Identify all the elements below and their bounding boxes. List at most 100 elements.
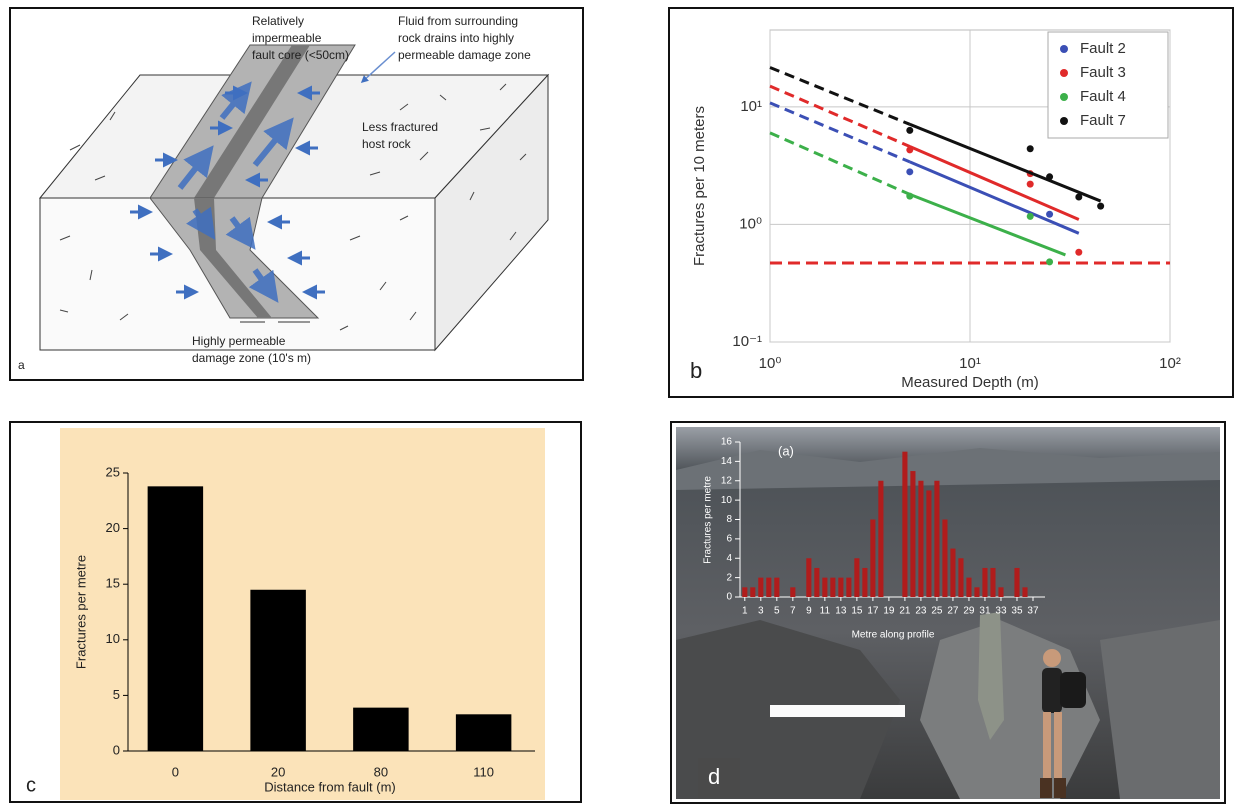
annotation: Less fractured: [362, 120, 438, 134]
x-tick-label: 5: [774, 606, 780, 617]
x-tick-label: 3: [758, 606, 764, 617]
y-tick-label: 12: [721, 475, 733, 486]
x-tick-label: 37: [1027, 606, 1039, 617]
y-tick-label: 20: [106, 520, 120, 535]
x-axis-label: Distance from fault (m): [264, 779, 395, 794]
y-tick-label: 10¹: [740, 98, 762, 115]
y-tick-label: 16: [721, 437, 733, 448]
annotation: host rock: [362, 137, 412, 151]
legend-swatch: [1060, 117, 1068, 125]
x-tick-label: 35: [1011, 606, 1023, 617]
bar: [148, 486, 203, 751]
panel-label: a: [18, 358, 25, 372]
bar: [950, 549, 955, 597]
data-point: [1075, 249, 1082, 256]
bar: [250, 590, 305, 751]
data-point: [1046, 173, 1053, 180]
x-tick-label: 10⁰: [759, 355, 782, 372]
data-point: [1097, 203, 1104, 210]
x-tick-label: 31: [979, 606, 991, 617]
bar: [958, 558, 963, 597]
annotation: Fluid from surrounding: [398, 14, 518, 28]
y-tick-label: 10⁰: [739, 215, 762, 232]
y-tick-label: 14: [721, 456, 733, 467]
legend-label: Fault 4: [1080, 88, 1126, 105]
y-tick-label: 4: [726, 553, 732, 564]
bar: [862, 568, 867, 597]
annotation: permeable damage zone: [398, 48, 531, 62]
bar: [822, 578, 827, 597]
annotation: damage zone (10's m): [192, 351, 311, 365]
legend-label: Fault 3: [1080, 64, 1126, 81]
x-tick-label: 33: [995, 606, 1007, 617]
bar: [854, 558, 859, 597]
snow-patch: [770, 705, 905, 717]
bar: [974, 587, 979, 597]
y-tick-label: 10: [106, 631, 120, 646]
bar: [806, 558, 811, 597]
bar: [878, 481, 883, 597]
y-tick-label: 0: [726, 592, 732, 603]
x-tick-label: 80: [374, 764, 388, 779]
x-tick-label: 25: [931, 606, 943, 617]
y-axis-label: Fractures per metre: [73, 555, 88, 669]
bar: [814, 568, 819, 597]
legend-swatch: [1060, 45, 1068, 53]
panel-label: c: [26, 774, 36, 796]
x-tick-label: 20: [271, 764, 285, 779]
data-point: [906, 168, 913, 175]
y-tick-label: 2: [726, 572, 732, 583]
bar: [750, 587, 755, 597]
y-tick-label: 5: [113, 687, 120, 702]
x-tick-label: 0: [172, 764, 179, 779]
rock: [1100, 620, 1220, 799]
legend-swatch: [1060, 69, 1068, 77]
y-tick-label: 10: [721, 495, 733, 506]
x-tick-label: 10¹: [959, 355, 981, 372]
x-tick-label: 17: [867, 606, 879, 617]
bar: [838, 578, 843, 597]
bar: [1014, 568, 1019, 597]
bar: [982, 568, 987, 597]
annotation: (a): [778, 443, 794, 458]
bar: [846, 578, 851, 597]
bar: [902, 452, 907, 597]
figure: Relatively impermeable fault core (<50cm…: [0, 0, 1241, 805]
y-tick-label: 10⁻¹: [732, 333, 762, 350]
bar: [998, 587, 1003, 597]
y-axis-label: Fractures per 10 meters: [691, 106, 708, 266]
data-point: [1027, 145, 1034, 152]
data-point: [906, 146, 913, 153]
annotation: fault core (<50cm): [252, 48, 349, 62]
x-tick-label: 23: [915, 606, 927, 617]
bar: [742, 587, 747, 597]
bar: [774, 578, 779, 597]
data-point: [1046, 258, 1053, 265]
y-tick-label: 6: [726, 534, 732, 545]
x-tick-label: 21: [899, 606, 911, 617]
y-tick-label: 8: [726, 514, 732, 525]
annotation: Highly permeable: [192, 334, 286, 348]
x-tick-label: 29: [963, 606, 975, 617]
bar: [353, 708, 408, 751]
bar: [766, 578, 771, 597]
x-tick-label: 7: [790, 606, 796, 617]
panel-label: b: [690, 358, 702, 383]
annotation: impermeable: [252, 31, 322, 45]
bar: [910, 471, 915, 597]
bar: [918, 481, 923, 597]
data-point: [1075, 194, 1082, 201]
y-axis-label: Fractures per metre: [703, 476, 714, 564]
legend-label: Fault 2: [1080, 40, 1126, 57]
data-point: [1046, 211, 1053, 218]
x-axis-label: Measured Depth (m): [901, 374, 1039, 391]
x-tick-label: 15: [851, 606, 863, 617]
x-tick-label: 27: [947, 606, 959, 617]
x-tick-label: 1: [742, 606, 748, 617]
x-tick-label: 19: [883, 606, 895, 617]
y-tick-label: 0: [113, 742, 120, 757]
data-point: [906, 193, 913, 200]
annotation: rock drains into highly: [398, 31, 514, 45]
bar: [456, 714, 511, 751]
